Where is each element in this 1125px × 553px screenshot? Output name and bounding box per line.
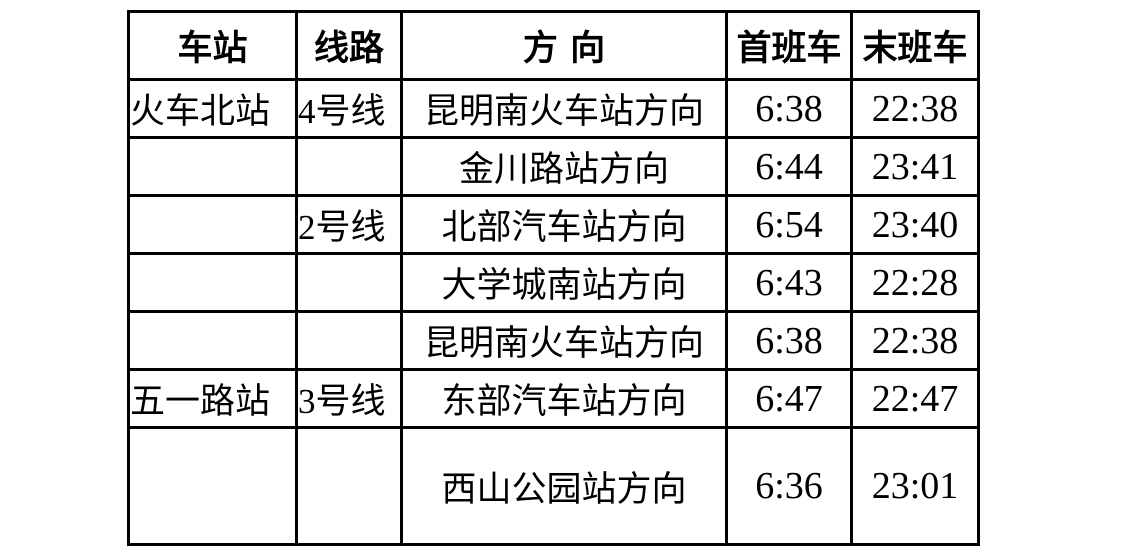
station-cell <box>127 136 298 197</box>
line-cell: 2号线 <box>295 194 403 255</box>
table-row: 2号线 北部汽车站方向 6:54 23:40 <box>127 194 980 255</box>
table-row: 昆明南火车站方向 6:38 22:38 <box>127 310 980 371</box>
first-train-cell: 6:44 <box>725 136 853 197</box>
station-cell: 火车北站 <box>127 78 298 139</box>
line-cell <box>295 426 403 546</box>
line-suffix: 号线 <box>315 208 386 248</box>
last-train-cell: 22:28 <box>850 252 980 313</box>
line-cell: 3号线 <box>295 368 403 429</box>
first-train-cell: 6:38 <box>725 310 853 371</box>
last-train-cell: 23:01 <box>850 426 980 546</box>
direction-cell: 西山公园站方向 <box>400 426 728 546</box>
line-cell <box>295 136 403 197</box>
header-first-train: 首班车 <box>725 10 853 81</box>
line-number: 3 <box>298 382 316 421</box>
station-cell: 五一路站 <box>127 368 298 429</box>
station-cell <box>127 252 298 313</box>
header-last-train: 末班车 <box>850 10 980 81</box>
table-row: 大学城南站方向 6:43 22:28 <box>127 252 980 313</box>
line-cell: 4号线 <box>295 78 403 139</box>
header-station: 车站 <box>127 10 298 81</box>
table-row: 金川路站方向 6:44 23:41 <box>127 136 980 197</box>
first-train-cell: 6:43 <box>725 252 853 313</box>
first-train-cell: 6:47 <box>725 368 853 429</box>
first-train-cell: 6:36 <box>725 426 853 546</box>
header-row: 车站 线路 方 向 首班车 末班车 <box>127 10 980 81</box>
line-suffix: 号线 <box>315 382 386 422</box>
first-train-cell: 6:38 <box>725 78 853 139</box>
header-line: 线路 <box>295 10 403 81</box>
last-train-cell: 23:40 <box>850 194 980 255</box>
timetable: 车站 线路 方 向 首班车 末班车 火车北站 4号线 昆明南火车站方向 6:38 22:… <box>127 10 980 546</box>
last-train-cell: 22:38 <box>850 310 980 371</box>
direction-cell: 大学城南站方向 <box>400 252 728 313</box>
station-cell <box>127 310 298 371</box>
first-train-cell: 6:54 <box>725 194 853 255</box>
direction-cell: 金川路站方向 <box>400 136 728 197</box>
line-cell <box>295 252 403 313</box>
last-train-cell: 22:47 <box>850 368 980 429</box>
station-cell <box>127 426 298 546</box>
line-number: 2 <box>298 208 316 247</box>
table-row: 火车北站 4号线 昆明南火车站方向 6:38 22:38 <box>127 78 980 139</box>
direction-cell: 东部汽车站方向 <box>400 368 728 429</box>
direction-cell: 昆明南火车站方向 <box>400 78 728 139</box>
line-suffix: 号线 <box>315 92 386 132</box>
last-train-cell: 22:38 <box>850 78 980 139</box>
direction-cell: 北部汽车站方向 <box>400 194 728 255</box>
last-train-cell: 23:41 <box>850 136 980 197</box>
station-cell <box>127 194 298 255</box>
table-row: 五一路站 3号线 东部汽车站方向 6:47 22:47 <box>127 368 980 429</box>
header-direction: 方 向 <box>400 10 728 81</box>
line-number: 4 <box>298 92 316 131</box>
direction-cell: 昆明南火车站方向 <box>400 310 728 371</box>
table-row: 西山公园站方向 6:36 23:01 <box>127 426 980 546</box>
line-cell <box>295 310 403 371</box>
